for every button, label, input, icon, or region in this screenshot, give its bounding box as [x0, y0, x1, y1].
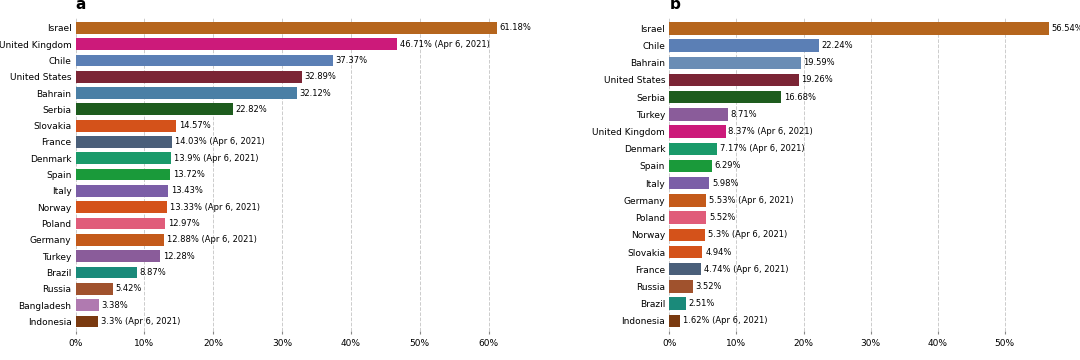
Bar	[670, 246, 702, 258]
Text: 8.87%: 8.87%	[139, 268, 166, 277]
Bar	[76, 38, 397, 50]
Bar	[670, 297, 686, 310]
Bar	[670, 263, 701, 275]
Text: 14.57%: 14.57%	[178, 121, 211, 130]
Text: 22.24%: 22.24%	[821, 41, 853, 50]
Text: 5.3% (Apr 6, 2021): 5.3% (Apr 6, 2021)	[707, 230, 787, 239]
Text: 13.33% (Apr 6, 2021): 13.33% (Apr 6, 2021)	[171, 203, 260, 212]
Bar	[76, 201, 167, 213]
Text: a: a	[76, 0, 86, 12]
Text: 4.74% (Apr 6, 2021): 4.74% (Apr 6, 2021)	[704, 265, 788, 274]
Bar	[670, 315, 680, 327]
Text: 13.43%: 13.43%	[171, 186, 203, 195]
Text: 7.17% (Apr 6, 2021): 7.17% (Apr 6, 2021)	[720, 144, 805, 153]
Bar	[670, 143, 717, 155]
Text: 6.29%: 6.29%	[714, 162, 741, 171]
Text: 5.42%: 5.42%	[116, 284, 143, 293]
Text: 14.03% (Apr 6, 2021): 14.03% (Apr 6, 2021)	[175, 138, 265, 147]
Text: 22.82%: 22.82%	[235, 105, 267, 114]
Text: 3.52%: 3.52%	[696, 282, 723, 291]
Text: 19.59%: 19.59%	[804, 58, 835, 67]
Bar	[670, 91, 781, 103]
Text: 2.51%: 2.51%	[689, 299, 715, 308]
Bar	[76, 87, 297, 99]
Text: 61.18%: 61.18%	[499, 23, 531, 32]
Bar	[76, 152, 172, 164]
Bar	[670, 160, 712, 172]
Text: 13.9% (Apr 6, 2021): 13.9% (Apr 6, 2021)	[174, 154, 258, 163]
Text: 13.72%: 13.72%	[173, 170, 205, 179]
Bar	[76, 103, 232, 115]
Bar	[670, 39, 819, 52]
Text: 12.97%: 12.97%	[167, 219, 200, 228]
Bar	[76, 120, 176, 131]
Text: 12.28%: 12.28%	[163, 252, 194, 261]
Text: 5.53% (Apr 6, 2021): 5.53% (Apr 6, 2021)	[710, 196, 794, 205]
Text: 56.54%: 56.54%	[1051, 24, 1080, 33]
Text: 32.89%: 32.89%	[305, 72, 337, 81]
Bar	[670, 74, 798, 86]
Bar	[670, 177, 710, 189]
Bar	[76, 22, 497, 34]
Bar	[76, 234, 164, 246]
Text: 19.26%: 19.26%	[801, 76, 833, 85]
Text: 16.68%: 16.68%	[784, 93, 815, 102]
Text: 3.38%: 3.38%	[102, 301, 129, 310]
Bar	[670, 57, 800, 69]
Text: 37.37%: 37.37%	[336, 56, 367, 65]
Text: 46.71% (Apr 6, 2021): 46.71% (Apr 6, 2021)	[400, 40, 489, 49]
Bar	[76, 283, 113, 294]
Bar	[76, 55, 333, 66]
Bar	[670, 125, 726, 138]
Text: 4.94%: 4.94%	[705, 248, 731, 257]
Bar	[670, 229, 705, 241]
Bar	[76, 250, 160, 262]
Bar	[76, 299, 99, 311]
Bar	[670, 211, 706, 224]
Bar	[76, 315, 98, 327]
Bar	[670, 194, 706, 207]
Bar	[76, 218, 165, 229]
Bar	[670, 22, 1049, 35]
Bar	[76, 71, 302, 82]
Text: 3.3% (Apr 6, 2021): 3.3% (Apr 6, 2021)	[102, 317, 180, 326]
Text: 1.62% (Apr 6, 2021): 1.62% (Apr 6, 2021)	[683, 316, 768, 325]
Text: b: b	[670, 0, 680, 12]
Text: 12.88% (Apr 6, 2021): 12.88% (Apr 6, 2021)	[167, 235, 257, 244]
Bar	[76, 169, 170, 180]
Bar	[670, 280, 693, 293]
Text: 8.71%: 8.71%	[730, 110, 757, 119]
Bar	[76, 185, 168, 197]
Bar	[670, 108, 728, 121]
Text: 5.52%: 5.52%	[710, 213, 735, 222]
Bar	[76, 136, 172, 148]
Text: 32.12%: 32.12%	[299, 89, 332, 98]
Text: 5.98%: 5.98%	[712, 179, 739, 188]
Bar	[76, 267, 137, 278]
Text: 8.37% (Apr 6, 2021): 8.37% (Apr 6, 2021)	[728, 127, 813, 136]
